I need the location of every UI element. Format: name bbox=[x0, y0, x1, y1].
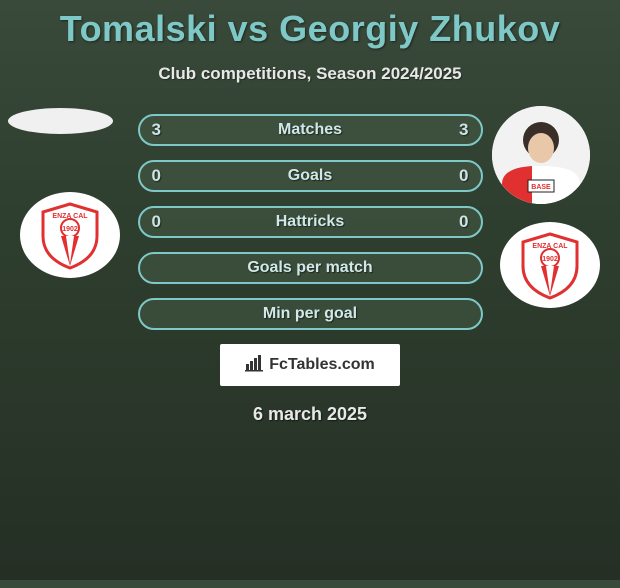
svg-text:1902: 1902 bbox=[542, 256, 558, 263]
player-right-club-badge: ENZA CAL 1902 bbox=[500, 222, 600, 308]
stat-row-min-per-goal: Min per goal bbox=[138, 298, 483, 330]
stat-left-value: 3 bbox=[152, 120, 161, 140]
stat-row-hattricks: 0 Hattricks 0 bbox=[138, 206, 483, 238]
stat-right-value: 0 bbox=[459, 212, 468, 232]
subtitle: Club competitions, Season 2024/2025 bbox=[0, 64, 620, 84]
stat-right-value: 0 bbox=[459, 166, 468, 186]
stats-container: 3 Matches 3 0 Goals 0 0 Hattricks 0 Goal… bbox=[138, 114, 483, 330]
club-badge-icon: ENZA CAL 1902 bbox=[33, 198, 107, 272]
stat-label: Hattricks bbox=[276, 213, 344, 231]
stat-label: Matches bbox=[278, 121, 342, 139]
stat-label: Goals per match bbox=[247, 259, 372, 277]
stat-row-matches: 3 Matches 3 bbox=[138, 114, 483, 146]
player-left-club-badge: ENZA CAL 1902 bbox=[20, 192, 120, 278]
stat-right-value: 3 bbox=[459, 120, 468, 140]
stat-row-goals-per-match: Goals per match bbox=[138, 252, 483, 284]
branding-badge: FcTables.com bbox=[220, 344, 400, 386]
svg-text:1902: 1902 bbox=[62, 226, 78, 233]
svg-text:BASE: BASE bbox=[531, 184, 551, 191]
chart-icon bbox=[245, 354, 263, 377]
branding-text: FcTables.com bbox=[269, 356, 375, 374]
stat-left-value: 0 bbox=[152, 212, 161, 232]
comparison-content: ENZA CAL 1902 BASE ENZA CAL 1902 bbox=[0, 114, 620, 425]
comparison-date: 6 march 2025 bbox=[0, 404, 620, 425]
stat-label: Goals bbox=[288, 167, 332, 185]
player-left-avatar bbox=[8, 108, 113, 134]
stat-left-value: 0 bbox=[152, 166, 161, 186]
stat-label: Min per goal bbox=[263, 305, 357, 323]
stat-row-goals: 0 Goals 0 bbox=[138, 160, 483, 192]
player-right-avatar: BASE bbox=[492, 106, 590, 204]
club-badge-icon: ENZA CAL 1902 bbox=[513, 228, 587, 302]
page-title: Tomalski vs Georgiy Zhukov bbox=[0, 8, 620, 50]
